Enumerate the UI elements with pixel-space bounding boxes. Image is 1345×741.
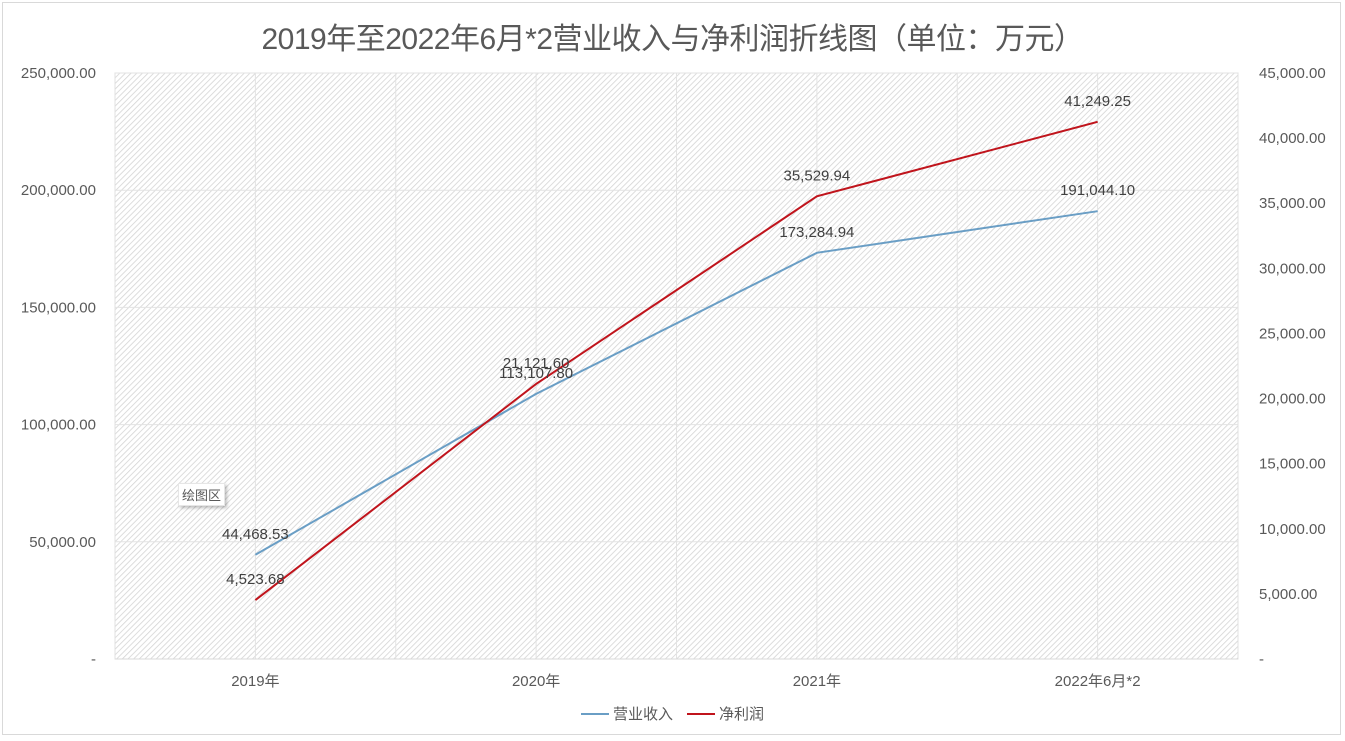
right-axis: - 5,000.00 10,000.00 15,000.00 20,000.00 25,0… <box>1259 65 1326 668</box>
legend-label: 营业收入 <box>612 706 673 723</box>
data-label: 41,249.25 <box>1064 93 1131 110</box>
plot-area-tooltip: 绘图区 <box>178 483 226 506</box>
gridlines <box>115 72 1238 660</box>
data-labels: 44,468.53 113,107.80 173,284.94 191,044.10 4… <box>222 93 1135 588</box>
legend-item-net-profit[interactable]: 净利润 <box>687 703 764 724</box>
data-label: 191,044.10 <box>1060 182 1135 199</box>
series-line-revenue[interactable] <box>254 210 1098 556</box>
right-axis-tick: 5,000.00 <box>1259 586 1317 603</box>
x-axis-tick: 2021年 <box>793 673 841 690</box>
data-label: 4,523.68 <box>226 571 284 588</box>
right-axis-tick: 40,000.00 <box>1259 130 1326 147</box>
left-axis-tick: - <box>91 651 96 668</box>
data-label: 173,284.94 <box>779 224 854 241</box>
series-lines[interactable] <box>254 120 1098 601</box>
right-axis-tick: 25,000.00 <box>1259 325 1326 342</box>
right-axis-tick: 20,000.00 <box>1259 391 1326 408</box>
left-axis-tick: 150,000.00 <box>21 299 96 316</box>
x-axis: 2019年 2020年 2021年 2022年6月*2 <box>231 673 1140 690</box>
right-axis-tick: 30,000.00 <box>1259 260 1326 277</box>
legend-item-revenue[interactable]: 营业收入 <box>580 703 673 724</box>
data-label: 21,121.60 <box>503 355 570 372</box>
right-axis-tick: 15,000.00 <box>1259 456 1326 473</box>
legend-label: 净利润 <box>719 706 765 723</box>
x-axis-tick: 2020年 <box>512 673 560 690</box>
data-label: 44,468.53 <box>222 526 289 543</box>
right-axis-tick: 45,000.00 <box>1259 65 1326 82</box>
legend-line-icon <box>580 712 609 715</box>
chart-title: 2019年至2022年6月*2营业收入与净利润折线图（单位：万元） <box>261 23 1084 56</box>
legend-line-icon <box>687 712 715 715</box>
x-axis-tick: 2022年6月*2 <box>1055 673 1141 690</box>
left-axis: - 50,000.00 100,000.00 150,000.00 200,000.00… <box>21 65 96 668</box>
legend: 营业收入 净利润 <box>0 703 1345 724</box>
right-axis-tick: 10,000.00 <box>1259 521 1326 538</box>
left-axis-tick: 200,000.00 <box>21 182 96 199</box>
right-axis-tick: 35,000.00 <box>1259 195 1326 212</box>
left-axis-tick: 250,000.00 <box>21 65 96 82</box>
left-axis-tick: 50,000.00 <box>29 534 96 551</box>
left-axis-tick: 100,000.00 <box>21 417 96 434</box>
series-line-net-profit[interactable] <box>254 120 1098 601</box>
right-axis-tick: - <box>1259 651 1264 668</box>
x-axis-tick: 2019年 <box>231 673 279 690</box>
data-label: 113,107.80 <box>499 365 573 382</box>
data-label: 35,529.94 <box>784 167 851 184</box>
